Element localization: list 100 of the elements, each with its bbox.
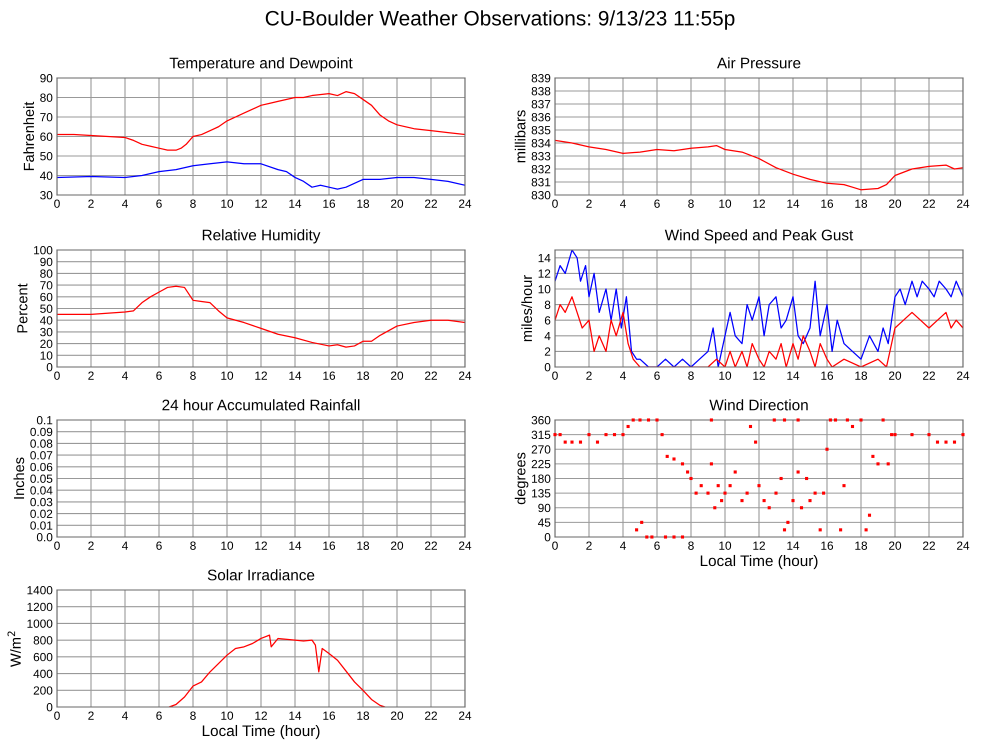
y-tick-label: 6 bbox=[544, 316, 550, 325]
x-tick-label: 10 bbox=[221, 371, 234, 380]
y-axis-title: millibars bbox=[514, 110, 526, 162]
x-tick-label: 12 bbox=[255, 199, 267, 208]
x-tick-label: 14 bbox=[289, 372, 302, 380]
x-tick-label: 4 bbox=[122, 542, 128, 550]
x-tick-label: 0 bbox=[552, 199, 558, 208]
x-tick-label: 2 bbox=[586, 541, 592, 550]
y-tick-label: 0.05 bbox=[30, 474, 52, 483]
chart-title: Wind Direction bbox=[709, 399, 808, 410]
x-tick-label: 24 bbox=[957, 541, 970, 550]
x-tick-label: 2 bbox=[88, 711, 94, 720]
x-tick-label: 10 bbox=[221, 711, 234, 720]
x-tick-label: 8 bbox=[688, 199, 694, 208]
text: CU-Boulder Weather Observations: 9/13/23 11:55p bbox=[266, 10, 734, 30]
y-tick-label: 60 bbox=[40, 132, 52, 141]
x-tick-label: 6 bbox=[654, 371, 660, 380]
y-tick-label: 2 bbox=[544, 347, 550, 356]
x-tick-label: 8 bbox=[190, 371, 196, 380]
x-tick-label: 14 bbox=[787, 542, 800, 550]
x-tick-label: 16 bbox=[323, 371, 336, 380]
y-tick-label: 0.0 bbox=[36, 533, 52, 542]
x-tick-label: 0 bbox=[552, 541, 558, 550]
x-tick-label: 2 bbox=[88, 371, 94, 380]
y-tick-label: 50 bbox=[40, 304, 52, 313]
y-tick-label: 0.01 bbox=[30, 521, 52, 530]
x-tick-label: 8 bbox=[190, 711, 196, 720]
y-tick-label: 8 bbox=[544, 300, 550, 309]
x-tick-label: 0 bbox=[552, 371, 558, 380]
x-tick-label: 12 bbox=[753, 371, 765, 380]
x-tick-label: 4 bbox=[122, 372, 128, 380]
x-tick-label: 12 bbox=[255, 541, 267, 550]
y-tick-label: 0.07 bbox=[30, 451, 52, 460]
y-axis-title: degrees bbox=[514, 452, 528, 504]
x-tick-label: 14 bbox=[787, 200, 800, 208]
y-tick-label: 836 bbox=[532, 113, 550, 122]
line-series bbox=[168, 634, 386, 707]
y-tick-label: 0.04 bbox=[30, 486, 52, 495]
chart-title: Wind Speed and Peak Gust bbox=[664, 229, 854, 244]
y-tick-label: 0.08 bbox=[30, 439, 52, 448]
x-tick-label: 6 bbox=[156, 541, 162, 550]
y-tick-label: 12 bbox=[538, 269, 550, 278]
y-tick-label: 70 bbox=[40, 281, 52, 290]
x-tick-label: 4 bbox=[620, 542, 626, 550]
y-tick-label: 0.03 bbox=[30, 498, 52, 506]
y-axis-title: Inches bbox=[13, 458, 24, 499]
x-tick-label: 4 bbox=[122, 712, 128, 720]
y-tick-label: 270 bbox=[532, 445, 550, 454]
x-tick-label: 18 bbox=[357, 711, 370, 720]
y-tick-label: 30 bbox=[40, 328, 52, 336]
x-tick-label: 24 bbox=[459, 371, 472, 380]
x-tick-label: 10 bbox=[221, 199, 234, 208]
y-tick-label: 50 bbox=[40, 152, 52, 160]
y-tick-label: 1400 bbox=[27, 586, 52, 594]
line-series bbox=[57, 91, 465, 151]
y-tick-label: 30 bbox=[40, 191, 52, 200]
x-tick-label: 6 bbox=[156, 199, 162, 208]
x-tick-label: 4 bbox=[122, 200, 128, 208]
y-tick-label: 832 bbox=[532, 165, 550, 174]
x-tick-label: 18 bbox=[357, 371, 370, 380]
x-tick-label: 8 bbox=[688, 541, 694, 550]
y-tick-label: 180 bbox=[532, 474, 550, 483]
y-tick-label: 70 bbox=[40, 113, 52, 122]
y-tick-label: 10 bbox=[538, 285, 550, 294]
y-tick-label: 400 bbox=[33, 670, 52, 678]
line-series bbox=[57, 161, 465, 190]
x-tick-label: 4 bbox=[620, 372, 626, 380]
x-tick-label: 16 bbox=[323, 199, 336, 208]
x-tick-label: 4 bbox=[620, 200, 626, 208]
y-tick-label: 833 bbox=[532, 152, 550, 160]
x-tick-label: 10 bbox=[719, 541, 732, 550]
x-tick-label: 24 bbox=[957, 199, 970, 208]
x-tick-label: 12 bbox=[255, 371, 267, 380]
y-tick-label: 0 bbox=[46, 703, 52, 712]
y-tick-label: 839 bbox=[532, 74, 550, 82]
y-tick-label: 135 bbox=[532, 489, 550, 498]
x-tick-label: 0 bbox=[54, 711, 60, 720]
x-tick-label: 22 bbox=[923, 371, 935, 380]
y-tick-label: 0 bbox=[544, 533, 550, 542]
y-tick-label: 830 bbox=[532, 191, 550, 200]
y-tick-label: 0.1 bbox=[36, 416, 52, 424]
y-tick-label: 10 bbox=[40, 351, 52, 360]
y-tick-label: 90 bbox=[538, 504, 550, 512]
x-tick-label: 8 bbox=[190, 199, 196, 208]
x-tick-label: 18 bbox=[357, 199, 370, 208]
x-tick-label: 16 bbox=[323, 541, 336, 550]
x-tick-label: 22 bbox=[425, 711, 437, 720]
x-tick-label: 2 bbox=[88, 541, 94, 550]
y-tick-label: 1000 bbox=[27, 619, 52, 628]
y-tick-label: 0 bbox=[544, 363, 550, 372]
y-tick-label: 20 bbox=[40, 340, 52, 348]
x-tick-label: 24 bbox=[459, 199, 472, 208]
y-axis-title: miles/hour bbox=[521, 275, 532, 342]
y-tick-label: 838 bbox=[532, 87, 550, 96]
y-tick-label: 1200 bbox=[27, 602, 52, 612]
y-tick-label: 40 bbox=[40, 172, 52, 180]
x-tick-label: 2 bbox=[88, 199, 94, 208]
x-tick-label: 16 bbox=[323, 711, 336, 720]
x-tick-label: 22 bbox=[923, 199, 935, 208]
chart-title: Temperature and Dewpoint bbox=[170, 57, 353, 72]
